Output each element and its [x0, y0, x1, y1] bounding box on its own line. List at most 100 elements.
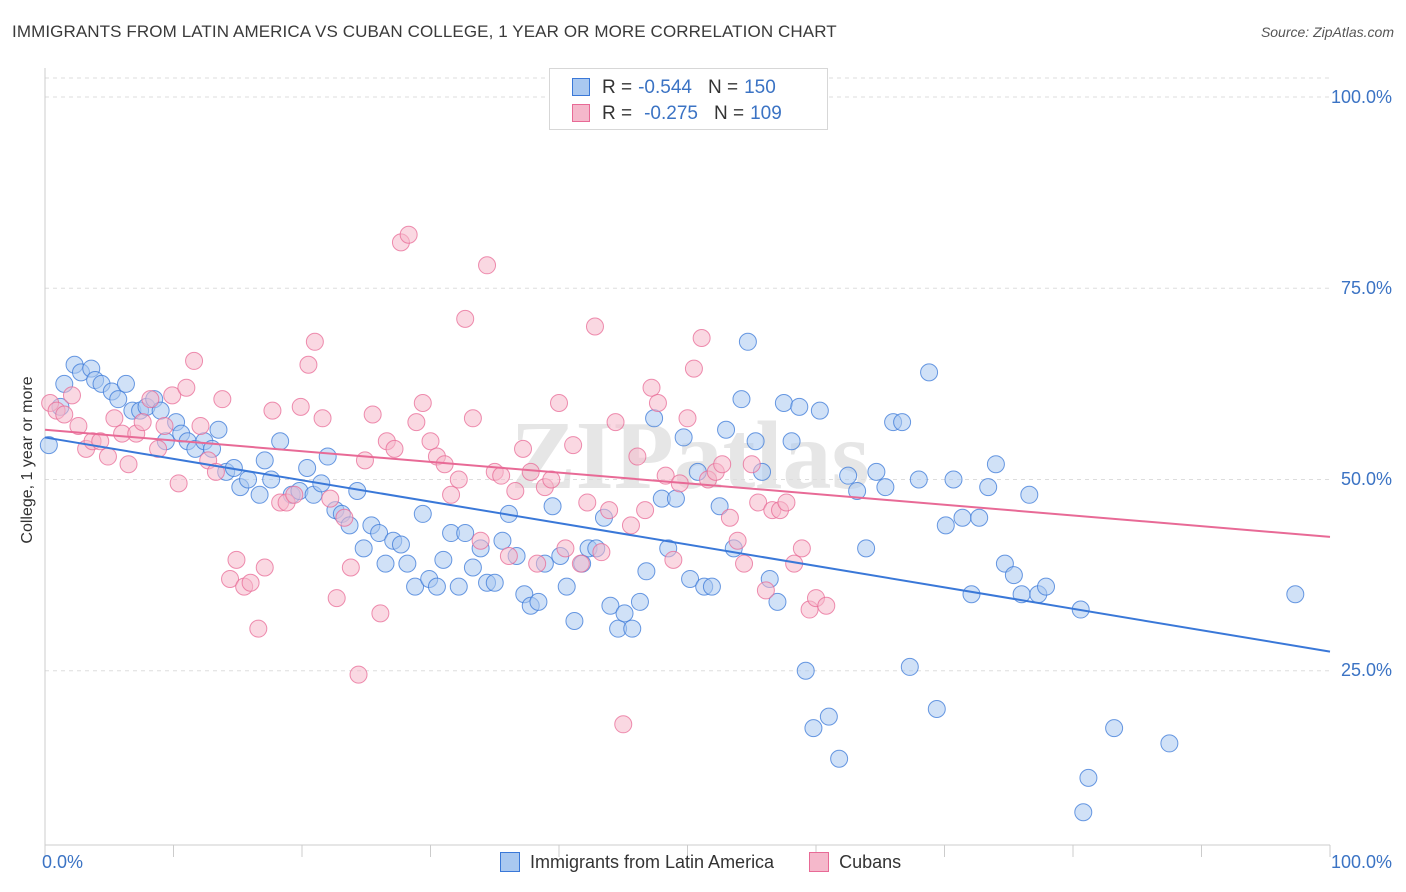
immigrants-point [867, 462, 886, 481]
immigrants-point [485, 573, 504, 592]
immigrants-point [1004, 566, 1023, 585]
cubans-point [191, 416, 210, 435]
legend-item-immigrants: Immigrants from Latin America [500, 852, 774, 873]
immigrants-point [986, 455, 1005, 474]
immigrants-point [927, 700, 946, 718]
cubans-point [421, 432, 440, 451]
legend-swatch-pink [809, 852, 830, 872]
immigrants-point [565, 612, 584, 631]
cubans-point [542, 470, 561, 489]
y-tick-100: 100.0% [1330, 87, 1392, 107]
immigrants-point [819, 707, 838, 726]
cubans-point [628, 447, 647, 466]
immigrants-point [630, 592, 649, 611]
immigrants-point [456, 524, 475, 543]
legend-swatch-blue [500, 852, 520, 872]
cubans-point [399, 225, 418, 244]
cubans-point [578, 493, 597, 512]
cubans-point [556, 539, 575, 558]
y-tick-25: 25.0% [1340, 660, 1392, 680]
legend-swatch-blue [572, 78, 590, 96]
cubans-point [105, 409, 124, 428]
r-value: -0.544 [638, 77, 692, 98]
immigrants-point [979, 478, 998, 497]
y-tick-50: 50.0% [1340, 469, 1392, 489]
chart-title: IMMIGRANTS FROM LATIN AMERICA VS CUBAN C… [12, 22, 837, 41]
immigrants-point [1160, 734, 1179, 753]
cubans-point [550, 394, 568, 412]
immigrants-point [1037, 577, 1056, 596]
immigrants-point [738, 332, 757, 351]
cubans-point [241, 573, 260, 592]
immigrants-point [796, 661, 815, 680]
cubans-point [571, 554, 590, 573]
immigrants-point [406, 577, 425, 596]
cubans-point [227, 550, 246, 569]
immigrants-point [674, 428, 693, 447]
immigrants-point [774, 394, 793, 412]
immigrants-point [768, 592, 787, 611]
cubans-point [133, 413, 152, 432]
immigrants-point [109, 390, 128, 409]
cubans-point [413, 394, 432, 412]
cubans-point [621, 516, 640, 535]
cubans-point [385, 439, 404, 458]
cubans-point [817, 596, 836, 615]
cubans-point [713, 455, 732, 474]
immigrants-point [710, 497, 729, 516]
immigrants-point [39, 436, 58, 455]
immigrants-point [543, 497, 562, 516]
immigrants-point [681, 569, 700, 588]
cubans-point [499, 547, 518, 565]
cubans-point [720, 508, 739, 527]
immigrants-point [623, 619, 642, 638]
cubans-point [291, 397, 310, 416]
immigrants-point [702, 577, 721, 596]
cubans-point [449, 470, 468, 489]
axes [44, 68, 1331, 857]
cubans-point [98, 447, 117, 466]
legend-row-cubans: R = -0.275 N = 109 [572, 103, 782, 127]
immigrants-point [1286, 585, 1305, 604]
cubans-point [614, 715, 633, 734]
cubans-point [305, 332, 324, 351]
immigrants-point [900, 657, 919, 676]
cubans-point [463, 409, 482, 428]
legend-label: Immigrants from Latin America [530, 852, 775, 872]
cubans-point [249, 619, 268, 638]
cubans-point [349, 665, 368, 684]
cubans-point [471, 531, 490, 550]
immigrants-point [944, 470, 963, 489]
cubans-point [642, 378, 661, 397]
immigrants-point [557, 577, 576, 596]
correlation-legend: R = -0.544 N = 150 R = -0.275 N = 109 [549, 68, 828, 130]
cubans-point [149, 439, 168, 458]
immigrants-point [209, 420, 228, 439]
immigrants-point [782, 432, 801, 451]
immigrants-point [876, 478, 895, 497]
immigrants-point [666, 489, 685, 508]
legend-row-immigrants: R = -0.544 N = 150 [572, 77, 776, 101]
cubans-point [69, 416, 88, 435]
cubans-point [299, 355, 318, 374]
cubans-point [177, 378, 196, 397]
cubans-point [656, 466, 675, 485]
immigrants-point [920, 363, 939, 382]
cubans-point [335, 508, 354, 527]
cubans-point [664, 550, 683, 569]
cubans-point [327, 589, 346, 608]
immigrants-point [391, 535, 410, 554]
immigrants-point [116, 374, 135, 393]
immigrants-point [857, 539, 876, 558]
immigrants-point [398, 554, 417, 573]
immigrants-point [953, 508, 972, 527]
cubans-point [792, 539, 811, 558]
cubans-point [756, 581, 775, 600]
cubans-point [564, 436, 583, 455]
r-label: R = [602, 103, 633, 124]
immigrants-point [1074, 803, 1093, 822]
r-label: R = [602, 77, 633, 98]
trend-lines [44, 428, 1331, 653]
immigrants-point [893, 413, 912, 432]
